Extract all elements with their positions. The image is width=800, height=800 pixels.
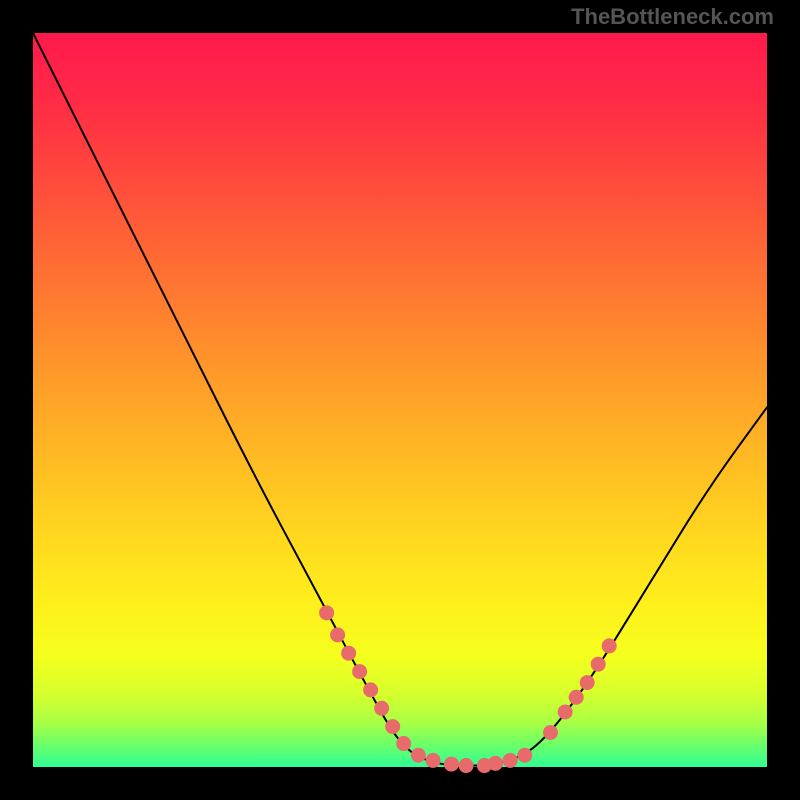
gradient-background <box>33 33 767 767</box>
marker-point <box>444 757 458 771</box>
marker-point <box>518 748 532 762</box>
marker-point <box>320 606 334 620</box>
marker-point <box>543 726 557 740</box>
marker-point <box>353 665 367 679</box>
marker-point <box>364 683 378 697</box>
marker-point <box>503 753 517 767</box>
marker-point <box>459 759 473 773</box>
marker-point <box>558 705 572 719</box>
chart-stage: TheBottleneck.com <box>0 0 800 800</box>
marker-point <box>488 756 502 770</box>
marker-point <box>569 690 583 704</box>
marker-point <box>580 676 594 690</box>
marker-point <box>591 657 605 671</box>
marker-point <box>426 753 440 767</box>
chart-svg <box>0 0 800 800</box>
marker-point <box>342 646 356 660</box>
marker-point <box>602 639 616 653</box>
marker-point <box>375 701 389 715</box>
marker-point <box>331 628 345 642</box>
marker-point <box>386 720 400 734</box>
watermark-text: TheBottleneck.com <box>571 4 774 30</box>
marker-point <box>411 748 425 762</box>
marker-point <box>397 737 411 751</box>
